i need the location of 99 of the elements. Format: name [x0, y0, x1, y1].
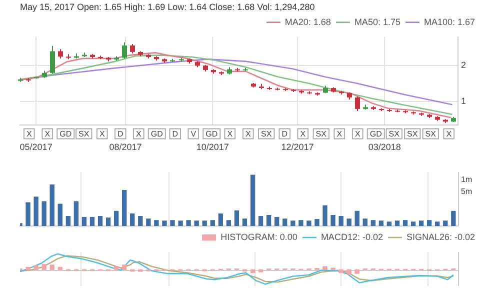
bar [154, 220, 159, 226]
bar [443, 220, 448, 226]
text: SX [261, 129, 272, 138]
candlestick [58, 48, 63, 59]
bar [138, 216, 143, 226]
candlestick [122, 42, 127, 59]
bar [370, 220, 376, 226]
text: 1m [461, 175, 472, 184]
bar [186, 220, 191, 226]
text: SX [78, 129, 90, 138]
text: X [227, 129, 234, 138]
bar [394, 220, 400, 226]
bar [435, 222, 440, 226]
bar [106, 218, 111, 226]
candlestick [130, 44, 135, 54]
bar [322, 205, 328, 226]
text: D [172, 129, 178, 138]
bar [98, 216, 103, 226]
y-tick-label: 1 [461, 96, 466, 106]
text: X [136, 129, 142, 138]
x-tick-label: 10/2017 [196, 142, 229, 152]
bar [130, 213, 135, 226]
text: V [190, 129, 197, 138]
bar [402, 220, 408, 226]
bar [282, 218, 288, 226]
candlestick [355, 96, 360, 112]
bar [298, 220, 304, 226]
text: SX [407, 129, 418, 138]
bar [362, 218, 368, 226]
bar [146, 218, 151, 226]
bar [66, 216, 70, 226]
text: X [336, 129, 343, 138]
x-tick-label: 03/2018 [368, 142, 401, 152]
legend-label: MA100: 1.67 [424, 16, 476, 27]
bar [354, 210, 360, 226]
text: SX [425, 129, 437, 138]
text: D [282, 129, 288, 138]
bar [194, 220, 199, 226]
bar [74, 201, 79, 226]
bar [90, 217, 95, 226]
x-tick-label: 05/2017 [20, 142, 52, 152]
legend-label: MACD12: -0.02 [320, 232, 383, 242]
text: X [99, 129, 106, 138]
bar [266, 214, 272, 226]
bar [306, 220, 312, 226]
bar [178, 220, 183, 226]
text: D [117, 129, 124, 138]
bar [338, 216, 344, 226]
x-tick-label: 08/2017 [109, 142, 142, 152]
text: 5m [461, 187, 472, 196]
text: GD [370, 129, 382, 138]
bar [162, 220, 167, 226]
bar [82, 217, 87, 226]
text: GD [206, 129, 218, 138]
bar [330, 214, 336, 226]
bar [242, 218, 248, 226]
text: X [245, 129, 252, 138]
bar [42, 201, 46, 226]
bar [274, 217, 280, 226]
text: SX [388, 129, 400, 138]
y-tick-label: 2 [461, 60, 466, 70]
bar [26, 202, 30, 226]
bar [418, 220, 424, 226]
legend-label: HISTOGRAM: 0.00 [220, 232, 298, 242]
legend-label: MA50: 1.75 [354, 16, 400, 27]
bar [34, 196, 38, 226]
bar [122, 190, 127, 226]
bar [50, 184, 54, 226]
bar [451, 210, 456, 226]
bar [250, 174, 256, 226]
bar [258, 216, 264, 226]
bar [170, 220, 175, 226]
legend-label: MA20: 1.68 [284, 16, 331, 27]
text: GD [60, 129, 72, 138]
chart-title: May 15, 2017 Open: 1.65 High: 1.69 Low: 1.64 Close: 1.68 Vol: 1,294,280 [20, 2, 315, 12]
bar [226, 220, 232, 226]
text: SX [316, 129, 328, 138]
text: X [300, 129, 306, 138]
legend-label: SIGNAL26: -0.02 [406, 232, 476, 242]
bar [114, 210, 119, 226]
x-tick-label: 12/2017 [281, 142, 314, 152]
bar [427, 220, 432, 226]
bar [346, 218, 352, 226]
candlestick [50, 45, 55, 74]
bar [234, 210, 240, 226]
text: X [44, 129, 51, 138]
bar [210, 220, 215, 226]
bar [314, 219, 320, 226]
text: X [354, 129, 361, 138]
bar [290, 220, 296, 226]
text: X [446, 129, 452, 138]
bar [410, 222, 416, 226]
text: X [26, 129, 32, 138]
bar [218, 213, 223, 226]
bar [386, 222, 392, 226]
bar [202, 220, 207, 226]
bar [58, 204, 62, 226]
bar [378, 220, 384, 226]
text: GD [150, 129, 164, 138]
